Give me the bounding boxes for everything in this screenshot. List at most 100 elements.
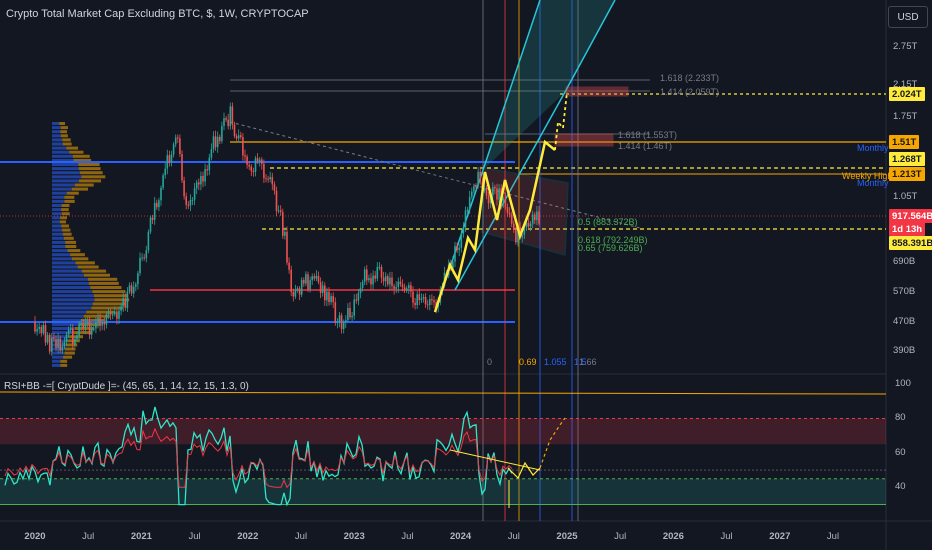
volume-profile-bar (72, 188, 88, 191)
candle-body (192, 200, 194, 201)
candle-body (196, 182, 198, 188)
volume-profile-bar (64, 200, 74, 203)
candle-body (206, 169, 208, 170)
chart-title: Crypto Total Market Cap Excluding BTC, $… (6, 8, 309, 20)
fib-label: 0.5 (883.372B) (578, 217, 638, 227)
volume-profile-bar (52, 167, 79, 170)
volume-profile-bar (69, 151, 83, 154)
volume-profile-bar (67, 192, 79, 195)
candle-body (351, 316, 353, 317)
candle-body (288, 263, 290, 270)
candle-body (131, 285, 133, 293)
rsi-indicator-title[interactable]: RSI+BB -=[ CryptDude ]=- (45, 65, 1, 14,… (4, 381, 249, 392)
candle-body (471, 191, 473, 196)
volume-profile-bar (62, 229, 70, 232)
candle-body (265, 178, 267, 179)
volume-profile-bar (69, 335, 83, 338)
volume-profile-bar (52, 233, 63, 236)
candle-body (162, 175, 164, 188)
volume-profile-bar (68, 249, 81, 252)
volume-profile-bar (52, 126, 61, 129)
x-axis-tick-label: Jul (508, 531, 520, 542)
candle-body (461, 233, 463, 248)
volume-profile-bar (81, 175, 105, 178)
volume-profile-bar (52, 184, 75, 187)
candle-body (320, 282, 322, 293)
candle-body (314, 276, 316, 278)
candle-body (97, 318, 99, 323)
volume-profile-bar (61, 126, 68, 129)
volume-profile-bar (52, 200, 64, 203)
candle-body (112, 314, 114, 315)
candle-body (488, 195, 490, 203)
candle-body (141, 257, 143, 258)
volume-profile-bar (52, 171, 80, 174)
candle-body (494, 187, 496, 189)
candle-body (219, 137, 221, 141)
y-axis-tick-label: 570B (893, 286, 915, 297)
candle-body (211, 149, 213, 158)
candle-body (242, 137, 244, 155)
candle-body (83, 323, 85, 328)
level-label: Monthly (857, 178, 889, 188)
volume-profile-bar (65, 245, 76, 248)
candle-body (55, 339, 57, 348)
candle-body (534, 215, 536, 221)
price-tag: 917.564B (889, 209, 932, 223)
candle-body (404, 287, 406, 291)
x-axis-tick-label: 2026 (663, 531, 684, 542)
volume-profile-bar (78, 266, 99, 269)
candle-body (78, 325, 80, 336)
candle-body (204, 169, 206, 181)
volume-profile-bar (52, 298, 94, 301)
candle-body (414, 303, 416, 305)
candle-body (68, 330, 70, 335)
candle-body (223, 118, 225, 126)
fib-label: 0.65 (759.626B) (578, 243, 643, 253)
candle-body (51, 337, 53, 351)
candle-body (257, 158, 259, 161)
x-axis-tick-label: Jul (401, 531, 413, 542)
level-label: Monthly (857, 143, 889, 153)
candle-body (246, 157, 248, 165)
candle-body (190, 200, 192, 206)
candle-body (410, 285, 412, 291)
candle-body (360, 288, 362, 293)
candle-body (400, 282, 402, 285)
candle-body (261, 160, 263, 164)
candle-body (368, 278, 370, 280)
volume-profile-bar (52, 245, 65, 248)
candle-body (507, 207, 509, 213)
volume-profile-bar (52, 270, 82, 273)
volume-profile-bar (60, 216, 67, 219)
volume-profile-bar (76, 261, 95, 264)
candle-body (498, 188, 500, 199)
price-tag: 1d 13h (889, 222, 925, 236)
x-axis-tick-label: 2027 (769, 531, 790, 542)
candle-body (343, 322, 345, 329)
x-axis-tick-label: Jul (189, 531, 201, 542)
candle-body (530, 224, 532, 227)
volume-profile-bar (52, 122, 59, 125)
volume-profile-bar (59, 122, 65, 125)
candle-body (423, 297, 425, 298)
currency-button[interactable]: USD (888, 6, 928, 28)
candle-body (486, 188, 488, 195)
candle-body (122, 298, 124, 306)
candle-body (177, 137, 179, 138)
candle-body (362, 282, 364, 288)
candle-body (72, 328, 74, 343)
fib-label: 1.414 (1.46T) (618, 141, 672, 151)
volume-profile-bar (65, 348, 76, 351)
volume-profile-bar (52, 179, 79, 182)
candle-body (425, 297, 427, 304)
candle-body (236, 136, 238, 138)
rsi-axis-tick-label: 80 (895, 412, 906, 423)
candle-body (322, 285, 324, 293)
price-tag: 1.268T (889, 152, 925, 166)
candle-body (167, 155, 169, 168)
candle-body (253, 171, 255, 172)
volume-profile-bar (66, 147, 78, 150)
volume-profile-bar (61, 208, 69, 211)
